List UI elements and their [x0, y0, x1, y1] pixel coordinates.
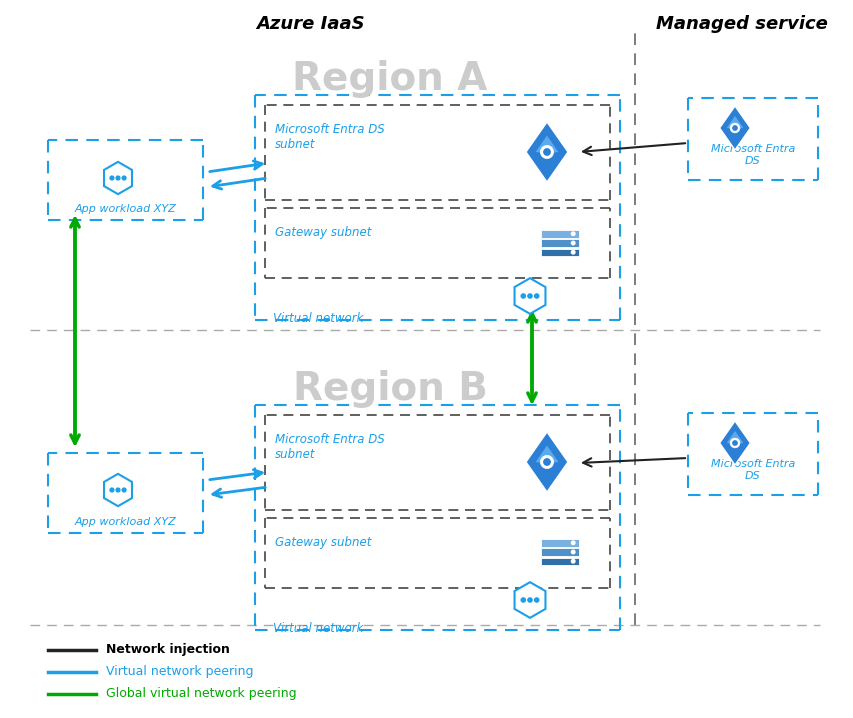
Circle shape [534, 598, 538, 602]
Circle shape [520, 294, 525, 298]
Circle shape [571, 241, 574, 245]
Circle shape [527, 294, 531, 298]
Circle shape [729, 438, 739, 448]
Bar [541, 240, 578, 247]
Circle shape [571, 541, 574, 544]
Bar [541, 230, 578, 238]
Text: Microsoft Entra DS
subnet: Microsoft Entra DS subnet [275, 123, 385, 151]
Circle shape [729, 123, 739, 133]
Bar [541, 558, 578, 565]
Circle shape [540, 455, 553, 469]
Text: Region B: Region B [293, 370, 487, 408]
Bar [541, 539, 578, 546]
Polygon shape [726, 116, 742, 129]
Polygon shape [514, 582, 545, 618]
Text: Network injection: Network injection [106, 643, 229, 656]
Circle shape [731, 125, 737, 131]
Polygon shape [719, 106, 750, 150]
Text: Gateway subnet: Gateway subnet [275, 536, 371, 549]
Polygon shape [726, 431, 742, 444]
Polygon shape [514, 278, 545, 314]
Text: Microsoft Entra
DS: Microsoft Entra DS [710, 459, 794, 480]
Text: Managed service: Managed service [655, 15, 827, 33]
Text: Microsoft Entra DS
subnet: Microsoft Entra DS subnet [275, 433, 385, 461]
Circle shape [571, 251, 574, 254]
Circle shape [534, 294, 538, 298]
Text: Virtual network peering: Virtual network peering [106, 666, 253, 679]
Circle shape [571, 550, 574, 554]
Polygon shape [104, 474, 132, 506]
Circle shape [543, 458, 550, 466]
Bar [541, 549, 578, 556]
Circle shape [122, 176, 126, 180]
Polygon shape [525, 122, 567, 182]
Circle shape [571, 559, 574, 563]
Polygon shape [535, 445, 558, 464]
Circle shape [110, 488, 113, 492]
Text: Region A: Region A [292, 60, 487, 98]
Text: Azure IaaS: Azure IaaS [255, 15, 364, 33]
Circle shape [540, 146, 553, 159]
Circle shape [116, 488, 119, 492]
Text: Global virtual network peering: Global virtual network peering [106, 688, 296, 701]
Circle shape [110, 176, 113, 180]
Circle shape [527, 598, 531, 602]
Polygon shape [535, 136, 558, 154]
Text: Microsoft Entra
DS: Microsoft Entra DS [710, 144, 794, 166]
Polygon shape [525, 432, 567, 492]
Text: Gateway subnet: Gateway subnet [275, 226, 371, 239]
Bar [541, 248, 578, 256]
Text: App workload XYZ: App workload XYZ [74, 517, 176, 527]
Text: Virtual network: Virtual network [273, 622, 363, 635]
Text: Virtual network: Virtual network [273, 312, 363, 325]
Text: App workload XYZ: App workload XYZ [74, 204, 176, 214]
Circle shape [543, 148, 550, 156]
Polygon shape [719, 421, 750, 465]
Circle shape [122, 488, 126, 492]
Circle shape [731, 440, 737, 446]
Circle shape [571, 232, 574, 236]
Circle shape [520, 598, 525, 602]
Circle shape [116, 176, 119, 180]
Polygon shape [104, 162, 132, 194]
